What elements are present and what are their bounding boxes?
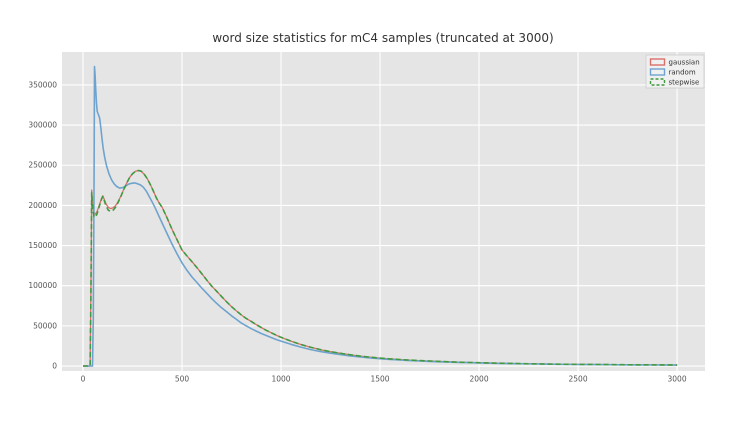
x-tick-label: 2000	[470, 375, 489, 384]
y-tick-label: 300000	[28, 121, 57, 130]
legend-label-gaussian: gaussian	[669, 59, 700, 67]
legend-swatch-stepwise	[649, 78, 666, 86]
y-tick-label: 100000	[28, 281, 57, 290]
legend-swatch-gaussian	[649, 58, 666, 66]
x-tick-label: 1500	[370, 375, 389, 384]
plot-panel	[62, 52, 705, 371]
chart-title: word size statistics for mC4 samples (tr…	[212, 31, 553, 45]
plot-panel-background	[62, 52, 705, 371]
series-line-stepwise	[83, 169, 678, 367]
y-tick-label: 150000	[28, 241, 57, 250]
y-tick-label: 350000	[28, 80, 57, 89]
legend-label-stepwise: stepwise	[669, 79, 700, 87]
legend-label-random: random	[669, 69, 696, 77]
legend-swatch-random	[649, 68, 666, 76]
legend: gaussian random stepwise	[645, 54, 705, 89]
x-tick-label: 3000	[668, 375, 687, 384]
x-tick-label: 500	[175, 375, 190, 384]
y-tick-label: 0	[52, 362, 57, 371]
y-tick-label: 250000	[28, 161, 57, 170]
x-tick-label: 2500	[569, 375, 588, 384]
axis-tick-labels: 0 500 1000 1500 2000 2500 3000 0 50000 100000 1500…	[28, 80, 686, 383]
grid-lines	[62, 52, 705, 371]
x-tick-label: 1000	[271, 375, 290, 384]
y-tick-label: 50000	[33, 321, 57, 330]
x-tick-label: 0	[81, 375, 86, 384]
series-lines	[83, 65, 678, 367]
legend-box	[645, 54, 705, 89]
y-tick-label: 200000	[28, 201, 57, 210]
